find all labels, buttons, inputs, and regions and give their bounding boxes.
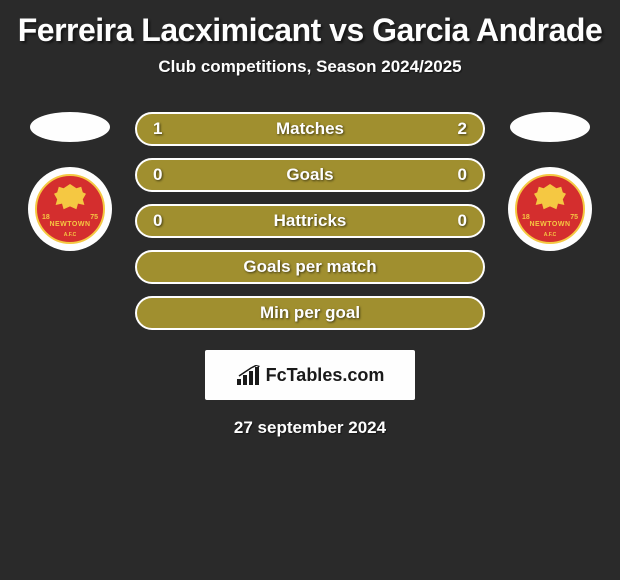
stats-column: 1 Matches 2 0 Goals 0 0 Hattricks 0 Goal… <box>135 112 485 330</box>
stat-row-hattricks: 0 Hattricks 0 <box>135 204 485 238</box>
stat-left-value: 1 <box>153 119 162 139</box>
badge-year-right: 75 <box>570 214 578 221</box>
stat-right-value: 0 <box>458 165 467 185</box>
stat-row-goals-per-match: Goals per match <box>135 250 485 284</box>
badge-year-left: 18 <box>42 214 50 221</box>
griffin-icon <box>534 184 566 212</box>
stat-right-value: 0 <box>458 211 467 231</box>
page-title: Ferreira Lacximicant vs Garcia Andrade <box>0 0 620 57</box>
player-right-avatar-placeholder <box>510 112 590 142</box>
page-subtitle: Club competitions, Season 2024/2025 <box>0 57 620 77</box>
griffin-icon <box>54 184 86 212</box>
comparison-body: 18 75 NEWTOWN A.F.C 1 Matches 2 0 Goals … <box>0 112 620 330</box>
footer-date: 27 september 2024 <box>0 418 620 438</box>
stat-left-value: 0 <box>153 211 162 231</box>
stat-label: Matches <box>276 119 344 139</box>
player-right-column: 18 75 NEWTOWN A.F.C <box>500 112 600 251</box>
badge-club-name: NEWTOWN <box>49 221 90 228</box>
chart-icon <box>236 365 260 385</box>
footer-brand: FcTables.com <box>205 350 415 400</box>
badge-year-right: 75 <box>90 214 98 221</box>
footer-site-name: FcTables.com <box>266 365 385 386</box>
stat-label: Goals per match <box>243 257 376 277</box>
stat-left-value: 0 <box>153 165 162 185</box>
player-left-avatar-placeholder <box>30 112 110 142</box>
badge-year-left: 18 <box>522 214 530 221</box>
player-right-club-badge: 18 75 NEWTOWN A.F.C <box>508 167 592 251</box>
player-left-club-badge: 18 75 NEWTOWN A.F.C <box>28 167 112 251</box>
stat-label: Goals <box>286 165 333 185</box>
stat-label: Hattricks <box>274 211 347 231</box>
player-left-column: 18 75 NEWTOWN A.F.C <box>20 112 120 251</box>
stat-right-value: 2 <box>458 119 467 139</box>
stat-label: Min per goal <box>260 303 360 323</box>
stat-row-min-per-goal: Min per goal <box>135 296 485 330</box>
stat-row-matches: 1 Matches 2 <box>135 112 485 146</box>
badge-club-name: NEWTOWN <box>529 221 570 228</box>
badge-afc: A.F.C <box>544 232 557 238</box>
stat-row-goals: 0 Goals 0 <box>135 158 485 192</box>
badge-afc: A.F.C <box>64 232 77 238</box>
